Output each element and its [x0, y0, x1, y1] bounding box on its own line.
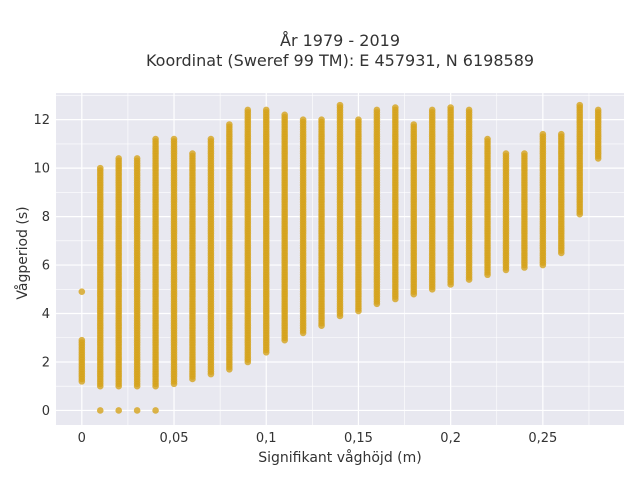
y-tick-label: 2 [42, 355, 50, 370]
x-tick-labels: 0 0,05 0,1 0,15 0,2 0,25 [78, 431, 558, 446]
data-point [226, 121, 233, 128]
data-point [133, 155, 141, 162]
data-point [170, 135, 178, 143]
x-tick-label: 0 [78, 431, 86, 446]
data-point [299, 116, 307, 123]
data-point [428, 106, 436, 114]
data-point [78, 288, 86, 296]
data-point [318, 116, 325, 123]
y-tick-label: 10 [33, 162, 50, 177]
x-tick-label: 0,05 [160, 431, 189, 446]
data-point [355, 116, 362, 123]
y-tick-label: 4 [42, 307, 50, 322]
data-point [152, 135, 159, 143]
y-tick-label: 12 [33, 113, 50, 128]
chart-title-line-2: Koordinat (Sweref 99 TM): E 457931, N 61… [146, 51, 534, 70]
data-point [96, 164, 104, 172]
data-point [557, 130, 565, 138]
data-point [373, 106, 381, 114]
data-point [447, 104, 454, 111]
y-tick-labels: 0 2 4 6 8 10 12 [33, 113, 50, 419]
data-point [262, 106, 270, 114]
data-point [336, 101, 344, 109]
data-points [78, 101, 602, 414]
data-point [115, 155, 123, 162]
data-point [189, 150, 196, 157]
data-point [207, 135, 215, 143]
data-point [392, 104, 399, 111]
data-point [78, 336, 86, 344]
data-point [133, 407, 141, 414]
y-tick-label: 6 [42, 259, 50, 274]
data-point [281, 111, 288, 119]
data-point [484, 135, 491, 143]
x-tick-label: 0,1 [256, 431, 277, 446]
y-tick-label: 0 [42, 404, 50, 419]
data-point [115, 407, 123, 414]
chart-title-line-1: År 1979 - 2019 [280, 31, 400, 50]
data-point [96, 407, 104, 414]
data-point [502, 150, 510, 157]
data-point [539, 130, 547, 138]
x-tick-label: 0,25 [528, 431, 557, 446]
data-point [576, 101, 584, 109]
data-point [152, 407, 159, 414]
data-point [410, 121, 418, 128]
x-tick-label: 0,15 [344, 431, 373, 446]
data-point [594, 106, 602, 114]
data-point [244, 106, 252, 114]
y-tick-label: 8 [42, 210, 50, 225]
x-axis-title: Signifikant våghöjd (m) [258, 449, 421, 466]
data-point [521, 150, 528, 157]
y-axis-title: Vågperiod (s) [14, 206, 31, 299]
data-point [465, 106, 473, 114]
x-tick-label: 0,2 [440, 431, 461, 446]
